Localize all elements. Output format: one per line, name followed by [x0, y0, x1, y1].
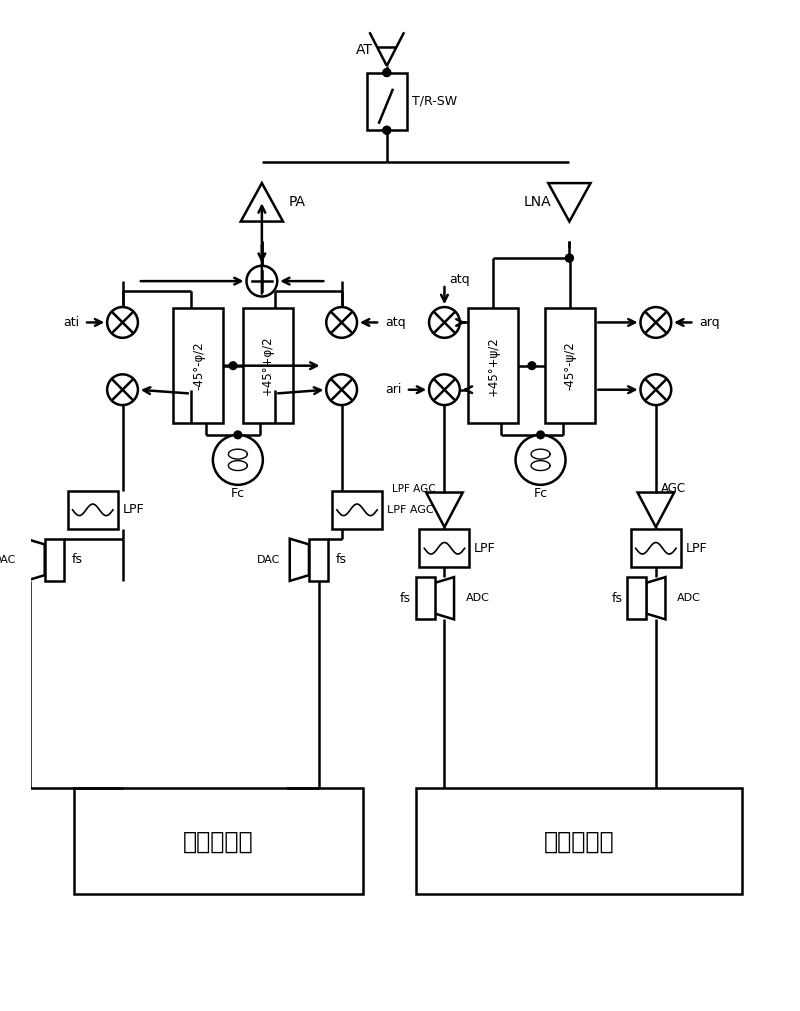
Circle shape: [641, 374, 671, 405]
Polygon shape: [435, 577, 454, 620]
Text: +45°+φ/2: +45°+φ/2: [261, 336, 274, 395]
Polygon shape: [646, 577, 666, 620]
Circle shape: [246, 266, 278, 296]
Bar: [68, 490, 118, 529]
Text: arq: arq: [699, 316, 720, 329]
Circle shape: [383, 69, 390, 77]
Circle shape: [566, 254, 574, 262]
Text: AT: AT: [356, 43, 373, 58]
Text: LPF: LPF: [122, 503, 144, 517]
Circle shape: [515, 435, 566, 485]
Bar: [546, 308, 595, 424]
Circle shape: [429, 307, 460, 338]
Text: LPF: LPF: [474, 542, 496, 555]
Text: +45°+ψ/2: +45°+ψ/2: [487, 336, 500, 395]
Circle shape: [213, 435, 263, 485]
Text: ari: ari: [385, 383, 402, 396]
Circle shape: [326, 307, 357, 338]
Bar: [469, 308, 518, 424]
Circle shape: [107, 307, 138, 338]
Text: fs: fs: [400, 591, 411, 605]
Circle shape: [107, 374, 138, 405]
Circle shape: [326, 374, 357, 405]
Bar: [309, 539, 328, 581]
Text: LPF AGC: LPF AGC: [392, 483, 435, 493]
Circle shape: [537, 431, 544, 439]
Text: fs: fs: [72, 553, 82, 566]
Bar: [416, 789, 742, 894]
Polygon shape: [426, 492, 462, 527]
Text: atq: atq: [450, 273, 470, 286]
Text: fs: fs: [336, 553, 347, 566]
Bar: [242, 308, 293, 424]
Text: LNA: LNA: [523, 195, 551, 209]
Text: Fc: Fc: [534, 487, 548, 500]
Circle shape: [429, 374, 460, 405]
Circle shape: [528, 362, 536, 370]
Bar: [45, 539, 64, 581]
Text: ati: ati: [63, 316, 79, 329]
Text: LPF: LPF: [686, 542, 707, 555]
Text: ADC: ADC: [466, 593, 490, 604]
Text: 数字解調部: 数字解調部: [544, 829, 614, 853]
Bar: [419, 529, 470, 567]
Circle shape: [383, 126, 390, 134]
Bar: [332, 490, 382, 529]
Text: DAC: DAC: [257, 555, 280, 565]
Text: DAC: DAC: [0, 555, 16, 565]
Circle shape: [641, 307, 671, 338]
Text: LPF AGC: LPF AGC: [386, 504, 434, 515]
Text: fs: fs: [611, 591, 622, 605]
Bar: [631, 529, 681, 567]
Polygon shape: [241, 183, 283, 221]
Text: -45°-ψ/2: -45°-ψ/2: [564, 342, 577, 390]
Bar: [416, 577, 435, 620]
Bar: [174, 308, 223, 424]
Text: atq: atq: [385, 316, 406, 329]
Bar: [74, 789, 362, 894]
Text: PA: PA: [289, 195, 306, 209]
Bar: [366, 73, 407, 130]
Text: ADC: ADC: [677, 593, 701, 604]
Text: AGC: AGC: [661, 482, 686, 495]
Text: -45°-φ/2: -45°-φ/2: [192, 342, 205, 390]
Polygon shape: [638, 492, 674, 527]
Circle shape: [230, 362, 237, 370]
Circle shape: [566, 254, 574, 262]
Text: 数字調制部: 数字調制部: [183, 829, 254, 853]
Circle shape: [234, 431, 242, 439]
Bar: [627, 577, 646, 620]
Text: T/R-SW: T/R-SW: [412, 95, 457, 108]
Text: Fc: Fc: [230, 487, 245, 500]
Polygon shape: [26, 539, 45, 581]
Circle shape: [383, 69, 390, 77]
Polygon shape: [290, 539, 309, 581]
Circle shape: [383, 126, 390, 134]
Polygon shape: [548, 183, 590, 221]
